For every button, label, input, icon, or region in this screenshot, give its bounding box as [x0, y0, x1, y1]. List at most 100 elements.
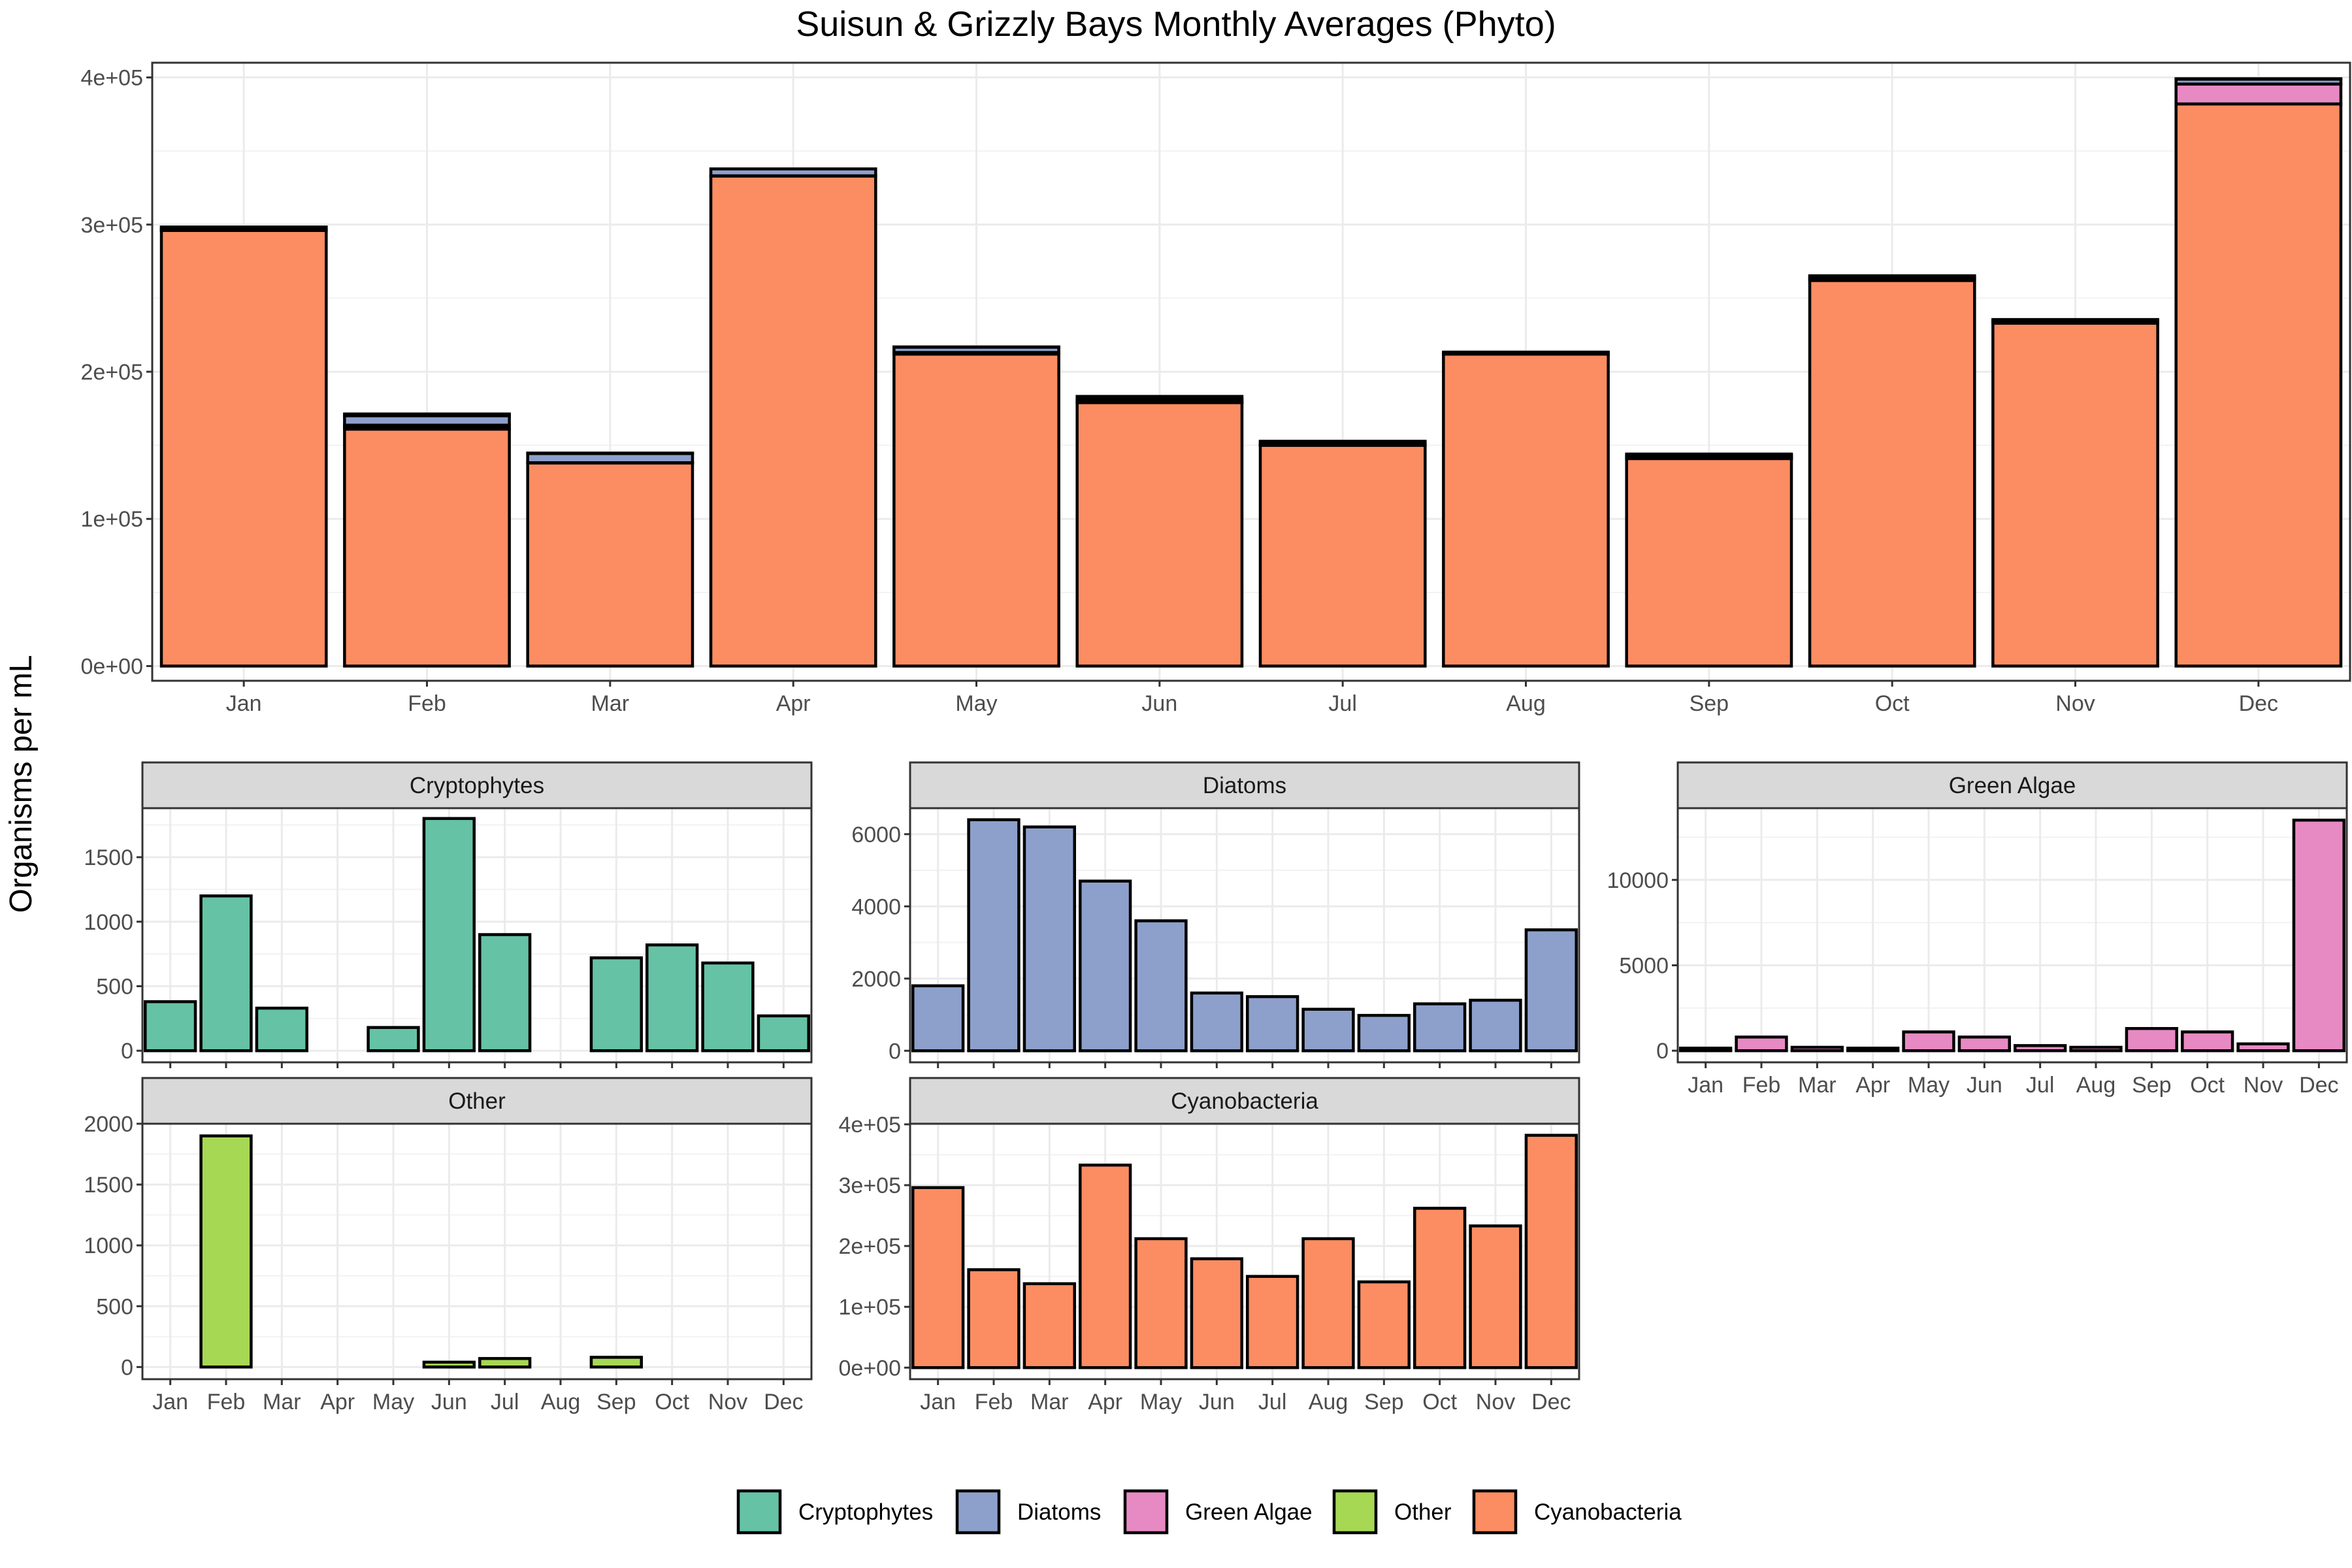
panel-cyano: Cyanobacteria 0e+00 1e+05 2e+05 3e+05 4e+05 Ja… [839, 1077, 1580, 1414]
chart-panels: 0e+00 1e+05 2e+05 3e+05 4e+05 Jan Feb Mar Apr May… [81, 61, 2351, 1414]
panel-border [141, 807, 813, 1064]
y-tick-label: 4e+05 [839, 1113, 902, 1137]
bar-cryptophytes-jun [1075, 395, 1244, 401]
bar-cyanobacteria-aug [1442, 352, 1610, 668]
panel-green: Green Algae 0 5000 10000 Jan Feb Mar Apr May Jun J… [1607, 761, 2348, 1098]
bar-may [1134, 1237, 1188, 1369]
x-tick-label: Sep [1364, 1390, 1404, 1414]
x-tick-label: Apr [1088, 1390, 1122, 1414]
x-tick-label: Aug [2076, 1073, 2116, 1098]
bar-feb [199, 1134, 253, 1369]
y-tick-label: 0e+00 [81, 654, 144, 679]
y-tick-label: 1000 [84, 1233, 133, 1258]
x-tick-label: May [372, 1390, 414, 1414]
bar-jun [1190, 991, 1243, 1053]
bar-diatoms-aug [1442, 350, 1610, 355]
bar-cyanobacteria-feb [343, 427, 511, 668]
y-tick-label: 2e+05 [839, 1234, 902, 1259]
facet-label: Cyanobacteria [1171, 1088, 1318, 1114]
x-tick-label: Jan [920, 1390, 956, 1414]
legend-swatch [955, 1489, 1001, 1535]
x-tick-label: Dec [2239, 691, 2278, 716]
bar-mar [1790, 1045, 1844, 1053]
x-tick-label: Nov [2055, 691, 2095, 716]
bar-dec [1524, 928, 1578, 1053]
y-tick-label: 1e+05 [81, 507, 144, 532]
bar-jun [422, 817, 476, 1053]
bar-cyanobacteria-oct [1808, 279, 1976, 668]
legend-item-other: Other [1332, 1489, 1452, 1535]
bar-jul [1246, 1275, 1299, 1369]
bar-dec [757, 1014, 810, 1053]
x-tick-label: Oct [655, 1390, 689, 1414]
x-tick-label: Jun [1141, 691, 1177, 716]
bar-mar [255, 1006, 308, 1053]
legend: Cryptophytes Diatoms Green Algae Other Cyano… [736, 1489, 1682, 1535]
legend-item-diatoms: Diatoms [955, 1489, 1101, 1535]
x-tick-label: Jan [226, 691, 262, 716]
bar-jul [478, 1357, 532, 1369]
x-tick-label: Jul [1258, 1390, 1286, 1414]
y-tick-label: 500 [96, 974, 133, 999]
bar-cryptophytes-nov [1991, 318, 2159, 322]
legend-label: Cryptophytes [798, 1499, 933, 1525]
y-tick-label: 0e+00 [839, 1356, 902, 1380]
bar-feb [1735, 1036, 1788, 1053]
x-tick-label: Mar [263, 1390, 301, 1414]
panel-diatoms: Diatoms 0 2000 4000 6000 [851, 761, 1580, 1068]
y-axis-label: Organisms per mL [4, 655, 39, 913]
facet-label: Diatoms [1203, 773, 1286, 798]
x-tick-label: Jan [152, 1390, 188, 1414]
y-tick-label: 10000 [1607, 868, 1669, 893]
bar-nov [701, 961, 755, 1053]
facet-strip [909, 761, 1580, 809]
panel-border [909, 807, 1580, 1064]
legend-swatch [1332, 1489, 1378, 1535]
bar-sep [2125, 1026, 2178, 1053]
legend-label: Green Algae [1185, 1499, 1313, 1525]
bar-jan [911, 984, 965, 1053]
bar-cryptophytes-dec [2174, 77, 2343, 81]
bar-oct [1413, 1002, 1467, 1053]
chart-title: Suisun & Grizzly Bays Monthly Averages (… [796, 5, 1556, 44]
plot-background [1678, 808, 2347, 1062]
bar-cyanobacteria-may [892, 352, 1060, 668]
bar-may [1134, 919, 1188, 1053]
x-tick-label: Apr [320, 1390, 355, 1414]
x-tick-label: Nov [708, 1390, 747, 1414]
x-tick-label: Nov [1476, 1390, 1515, 1414]
bar-sep [1357, 1280, 1411, 1369]
plot-background [142, 808, 811, 1062]
bar-cyanobacteria-dec [2174, 102, 2343, 668]
bar-apr [1846, 1047, 1900, 1053]
x-tick-label: Jun [431, 1390, 467, 1414]
x-tick-label: Jul [1328, 691, 1356, 716]
y-tick-label: 6000 [851, 823, 901, 847]
facet-label: Cryptophytes [410, 773, 544, 798]
y-tick-label: 500 [96, 1294, 133, 1319]
x-tick-label: Jun [1967, 1073, 2002, 1098]
x-tick-label: Dec [764, 1390, 803, 1414]
x-tick-label: Dec [2299, 1073, 2338, 1098]
x-tick-label: Jul [2026, 1073, 2054, 1098]
x-tick-label: Aug [1309, 1390, 1348, 1414]
legend-label: Cyanobacteria [1534, 1499, 1682, 1525]
bar-nov [1469, 998, 1522, 1053]
bar-cryptophytes-sep [1625, 452, 1793, 457]
bar-feb [967, 818, 1021, 1053]
bar-jul [478, 933, 532, 1053]
y-tick-label: 3e+05 [81, 213, 144, 238]
facet-strip [141, 1077, 813, 1125]
facet-strip [1676, 761, 2348, 809]
bar-oct [645, 943, 699, 1053]
bar-jul [2014, 1044, 2067, 1053]
facet-label: Other [448, 1088, 506, 1114]
x-tick-label: Oct [1422, 1390, 1457, 1414]
bar-cyanobacteria-apr [709, 174, 877, 668]
bar-cyanobacteria-mar [526, 461, 694, 668]
x-tick-label: Mar [591, 691, 630, 716]
x-tick-label: Dec [1531, 1390, 1571, 1414]
bar-cyanobacteria-sep [1625, 457, 1793, 668]
y-tick-label: 0 [121, 1355, 133, 1380]
